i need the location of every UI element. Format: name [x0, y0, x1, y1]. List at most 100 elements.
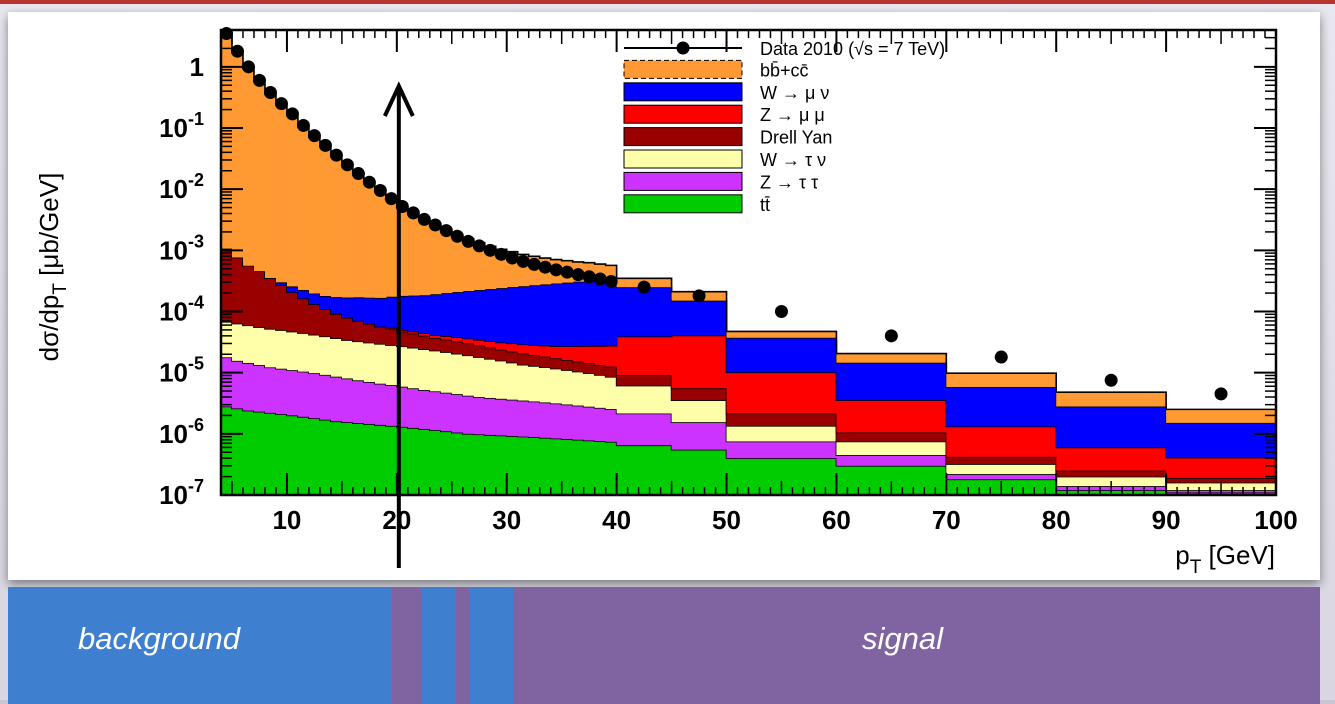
bar-bb-cc-: [275, 104, 288, 283]
bar-w-: [341, 297, 354, 318]
bar-w-: [352, 341, 365, 381]
bar-z-: [495, 342, 508, 350]
legend-swatch: [623, 171, 743, 191]
bar-bb-cc-: [517, 254, 530, 287]
bar-w-: [297, 290, 310, 299]
bar-w-: [583, 280, 596, 347]
bar-w-: [319, 336, 332, 375]
data-point: [516, 254, 530, 268]
bar-z-: [572, 405, 585, 440]
x-tick-label: 90: [1152, 505, 1181, 535]
bar-z-: [275, 368, 288, 415]
bar-w-: [594, 280, 607, 346]
bar-z-: [352, 380, 365, 424]
bar-drell-yan: [440, 339, 453, 353]
bar-bb-cc-: [374, 190, 387, 298]
chart-plot: 10-710-610-510-410-310-210-1110203040506…: [34, 27, 1298, 578]
bar-w-: [528, 365, 541, 402]
data-point: [241, 60, 255, 74]
bar-z-: [946, 474, 1057, 480]
bar-z-: [341, 378, 354, 423]
bar-z-: [1166, 457, 1277, 478]
bar-z-: [506, 399, 519, 437]
bar-bb-cc-: [462, 238, 475, 292]
bar-bb-cc-: [242, 68, 255, 266]
bar-tt-: [418, 428, 431, 495]
bar-bb-cc-: [473, 242, 486, 291]
bar-z-: [484, 397, 497, 435]
bar-z-: [539, 345, 552, 357]
x-tick-label: 50: [712, 505, 741, 535]
bar-w-: [253, 327, 266, 366]
bar-w-: [528, 285, 541, 345]
legend-swatch: [623, 104, 743, 124]
bar-drell-yan: [341, 317, 354, 341]
bar-w-: [506, 362, 519, 400]
legend-label: tt̄: [760, 195, 770, 215]
bar-w-: [385, 345, 398, 386]
bar-bb-cc-: [506, 251, 519, 288]
bar-w-: [374, 343, 387, 384]
bar-tt-: [330, 421, 343, 495]
bar-drell-yan: [352, 320, 365, 342]
bar-z-: [946, 426, 1057, 457]
bar-drell-yan: [484, 347, 497, 359]
bar-drell-yan: [528, 355, 541, 366]
bar-z-: [418, 333, 431, 336]
bar-bb-cc-: [352, 174, 365, 298]
bar-drell-yan: [407, 333, 420, 348]
bar-w-: [616, 385, 673, 414]
bar-w-: [550, 368, 563, 404]
bar-bb-cc-: [363, 182, 376, 298]
data-point: [527, 257, 541, 271]
bar-z-: [550, 346, 563, 359]
bar-w-: [319, 295, 332, 310]
data-point: [1214, 387, 1228, 401]
bar-w-: [572, 371, 585, 406]
bar-w-: [396, 295, 409, 330]
slide-background: 10-710-610-510-410-310-210-1110203040506…: [0, 4, 1335, 704]
bar-z-: [572, 346, 585, 362]
bar-z-: [726, 441, 838, 459]
bar-drell-yan: [616, 375, 673, 386]
bar-z-: [385, 385, 398, 426]
bar-z-: [231, 360, 244, 409]
y-tick-label: 1: [190, 52, 204, 82]
bar-z-: [550, 403, 563, 439]
bar-tt-: [264, 412, 277, 495]
background-region-strip: [469, 587, 513, 704]
bar-bb-cc-: [330, 155, 343, 298]
legend-label: Drell Yan: [760, 128, 832, 148]
data-point: [538, 260, 552, 274]
legend: Data 2010 (√s = 7 TeV)bb̄+cc̄W → μ νZ → …: [623, 39, 945, 215]
bar-w-: [330, 338, 343, 377]
bar-z-: [440, 336, 453, 340]
bar-drell-yan: [572, 361, 585, 372]
bar-w-: [561, 282, 574, 347]
bar-z-: [539, 402, 552, 438]
bar-w-: [726, 425, 838, 442]
bar-drell-yan: [221, 248, 233, 322]
bar-tt-: [242, 410, 255, 495]
bar-z-: [561, 346, 574, 361]
bar-w-: [946, 464, 1057, 475]
bar-w-: [221, 321, 233, 358]
data-point: [994, 350, 1008, 364]
bar-tt-: [539, 437, 552, 495]
signal-label: signal: [862, 621, 943, 656]
top-accent-strip: [0, 0, 1335, 4]
bar-bb-cc-: [407, 212, 420, 296]
bar-bb-cc-: [286, 115, 299, 287]
arrow-head: [383, 81, 415, 117]
bar-z-: [297, 371, 310, 417]
bar-w-: [385, 296, 398, 328]
bar-bb-cc-: [308, 136, 321, 294]
data-points: [219, 27, 1228, 401]
bar-z-: [594, 345, 607, 365]
classification-band: background signal: [8, 587, 1320, 704]
bar-z-: [605, 345, 618, 367]
bar-z-: [517, 400, 530, 437]
bar-tt-: [517, 436, 530, 495]
bar-w-: [726, 337, 838, 373]
bar-bb-cc-: [451, 234, 464, 293]
